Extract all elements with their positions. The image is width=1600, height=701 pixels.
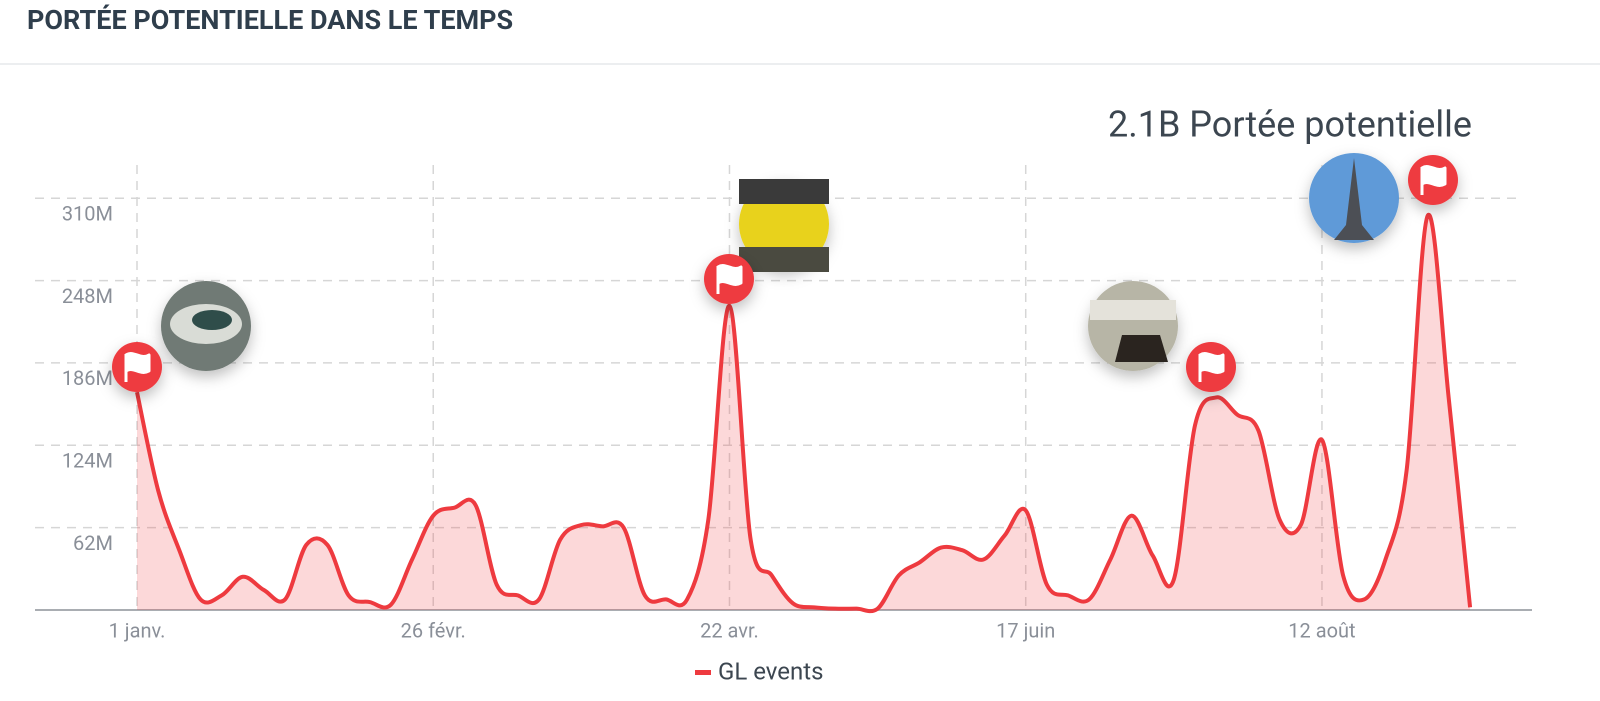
y-tick-label: 248M — [62, 284, 113, 308]
photo-detail — [739, 247, 829, 272]
photo-detail — [739, 179, 829, 204]
flag-icon — [124, 352, 151, 382]
area — [137, 214, 1471, 612]
x-tick-label: 1 janv. — [109, 618, 166, 642]
event-flag — [1408, 155, 1458, 205]
event-flag — [112, 342, 162, 392]
event-flag — [704, 254, 754, 304]
x-tick-label: 12 août — [1288, 618, 1355, 642]
event-flag — [1186, 342, 1236, 392]
x-tick-label: 17 juin — [996, 618, 1055, 642]
photo-detail — [192, 310, 232, 330]
chart: 62M 124M 186M 248M 310M 1 janv. 26 févr. 22 avr… — [35, 104, 1532, 685]
photo-detail — [1115, 335, 1168, 362]
photo-detail — [1090, 300, 1176, 320]
photo-detail — [1334, 158, 1374, 240]
flag-icon — [1420, 165, 1447, 195]
flag-icon — [1198, 352, 1225, 382]
y-tick-label: 62M — [73, 531, 113, 555]
flag-icon — [716, 264, 743, 294]
annotation: 2.1B Portée potentielle — [1108, 104, 1472, 146]
chart-title: PORTÉE POTENTIELLE DANS LE TEMPS — [27, 4, 514, 36]
line — [135, 212, 1473, 614]
y-tick-label: 124M — [62, 449, 113, 473]
legend: GL events — [695, 657, 824, 685]
photos — [161, 153, 1399, 371]
legend-label: GL events — [718, 657, 824, 685]
y-tick-label: 186M — [62, 366, 113, 390]
y-tick-label: 310M — [62, 201, 113, 225]
x-tick-label: 22 avr. — [700, 618, 759, 642]
x-tick-label: 26 févr. — [401, 618, 466, 642]
legend-swatch — [695, 670, 711, 675]
header: PORTÉE POTENTIELLE DANS LE TEMPS — [0, 0, 1600, 65]
